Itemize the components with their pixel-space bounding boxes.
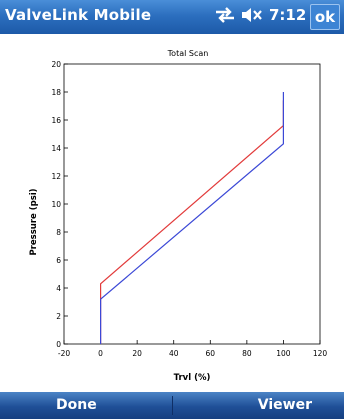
y-tick-label: 14 [51,144,61,153]
total-scan-chart: Total Scan Trvl (%) Pressure (psi) -20 0 2… [29,49,328,383]
volume-muted-icon[interactable] [241,7,263,23]
menu-divider [172,396,173,415]
x-tick-label: 0 [98,349,103,358]
menu-bar: Done Viewer [0,392,344,419]
done-softkey[interactable]: Done [56,397,97,413]
x-tick-label: 100 [276,349,291,358]
y-tick-label: 20 [51,60,61,69]
y-axis-label: Pressure (psi) [29,188,39,255]
clock-time: 7:12 [269,6,307,24]
ok-button[interactable]: ok [310,4,340,30]
x-tick-label: 120 [313,349,328,358]
y-tick-label: 2 [56,312,61,321]
x-tick-label: 40 [169,349,179,358]
x-tick-label: 20 [132,349,142,358]
connectivity-icon[interactable] [215,7,235,23]
x-axis-label: Trvl (%) [174,373,211,383]
chart-area: Total Scan Trvl (%) Pressure (psi) -20 0 2… [0,34,344,392]
series-line-2 [99,92,284,344]
chart-title: Total Scan [167,49,209,58]
title-bar: ValveLink Mobile 7:12 ok [0,0,344,34]
y-tick-label: 4 [56,284,61,293]
x-tick-label: 60 [206,349,216,358]
y-tick-label: 8 [56,228,61,237]
y-tick-label: 18 [51,88,61,97]
viewer-softkey[interactable]: Viewer [257,397,312,413]
x-tick-label: -20 [58,349,70,358]
y-tick-label: 16 [51,116,61,125]
status-area: 7:12 [215,6,306,24]
y-tick-label: 0 [56,340,61,349]
app-title: ValveLink Mobile [5,6,152,24]
y-tick-label: 12 [51,172,61,181]
x-tick-label: 80 [242,349,252,358]
y-tick-label: 6 [56,256,61,265]
y-tick-label: 10 [51,200,61,209]
